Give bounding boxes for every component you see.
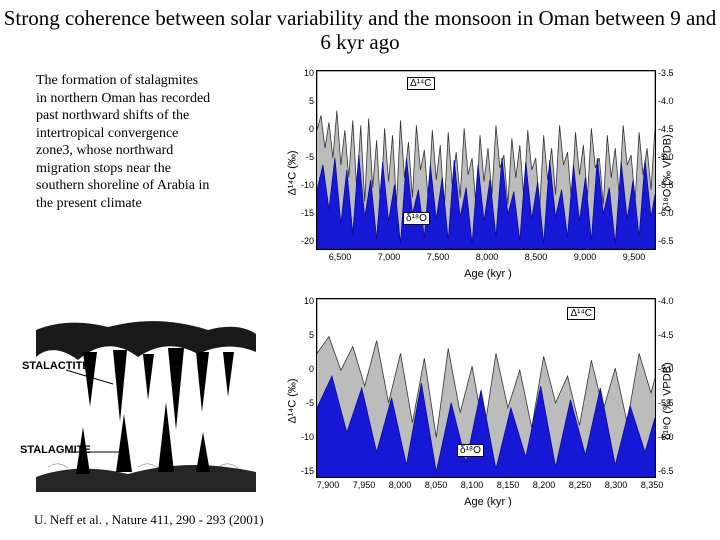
ytick-left: -5 [284, 398, 314, 408]
ytick-right: -4.0 [658, 96, 688, 106]
xtick: 8,000 [380, 480, 420, 490]
ytick-left: -20 [284, 236, 314, 246]
ytick-left: 5 [284, 330, 314, 340]
ytick-right: -4.0 [658, 296, 688, 306]
plot-area-a: Δ¹⁴C δ¹⁸O [316, 70, 656, 250]
stalactite-label: STALACTITE [22, 360, 90, 372]
ytick-left: 0 [284, 124, 314, 134]
ytick-left: 10 [284, 68, 314, 78]
ytick-right: -5.0 [658, 364, 688, 374]
ytick-right: -6.0 [658, 432, 688, 442]
ytick-right: -6.0 [658, 208, 688, 218]
axis-x-b: Age (kyr ) [268, 496, 708, 508]
ytick-left: -10 [284, 432, 314, 442]
ytick-right: -5.0 [658, 152, 688, 162]
ytick-right: -3.5 [658, 68, 688, 78]
xtick: 7,950 [344, 480, 384, 490]
series-label-d18o-b: δ¹⁸O [457, 444, 484, 457]
ytick-left: -5 [284, 152, 314, 162]
xtick: 8,350 [632, 480, 672, 490]
axis-y-right-a: δ¹⁸O (‰ VPDB) [661, 134, 673, 211]
body-paragraph: The formation of stalagmites in northern… [36, 72, 211, 212]
ytick-right: -5.5 [658, 398, 688, 408]
plot-area-b: Δ¹⁴C δ¹⁸O [316, 298, 656, 478]
ytick-right: -6.5 [658, 466, 688, 476]
xtick: 7,900 [308, 480, 348, 490]
ytick-right: -4.5 [658, 124, 688, 134]
xtick: 8,150 [488, 480, 528, 490]
ytick-right: -4.5 [658, 330, 688, 340]
xtick: 7,000 [369, 252, 409, 262]
axis-x-a: Age (kyr ) [268, 268, 708, 280]
series-label-d18o-a: δ¹⁸O [403, 212, 430, 225]
page-title: Strong coherence between solar variabili… [0, 6, 720, 54]
xtick: 8,200 [524, 480, 564, 490]
xtick: 7,500 [418, 252, 458, 262]
ytick-right: -5.5 [658, 180, 688, 190]
xtick: 9,500 [614, 252, 654, 262]
ytick-left: 5 [284, 96, 314, 106]
xtick: 9,000 [565, 252, 605, 262]
stalactite-stalagmite-diagram: STALACTITE STALAGMITE [28, 312, 260, 494]
stalagmite-label: STALAGMITE [20, 444, 91, 456]
xtick: 8,500 [516, 252, 556, 262]
xtick: 8,250 [560, 480, 600, 490]
ytick-left: 10 [284, 296, 314, 306]
series-label-d14c-b: Δ¹⁴C [567, 307, 595, 320]
chart-panel-a: a Δ¹⁴C (‰) δ¹⁸O (‰ VPDB) Age (kyr ) Δ¹⁴C… [268, 64, 708, 282]
series-label-d14c-a: Δ¹⁴C [407, 77, 435, 90]
ytick-right: -6.5 [658, 236, 688, 246]
chart-panel-b: b Δ¹⁴C (‰) δ¹⁸O (‰ VPDB) Age (kyr ) Δ¹⁴C… [268, 292, 708, 510]
ytick-left: -15 [284, 466, 314, 476]
ytick-left: -10 [284, 180, 314, 190]
xtick: 8,050 [416, 480, 456, 490]
charts-container: a Δ¹⁴C (‰) δ¹⁸O (‰ VPDB) Age (kyr ) Δ¹⁴C… [268, 64, 708, 512]
xtick: 8,100 [452, 480, 492, 490]
ytick-left: -15 [284, 208, 314, 218]
xtick: 6,500 [320, 252, 360, 262]
ytick-left: 0 [284, 364, 314, 374]
xtick: 8,300 [596, 480, 636, 490]
citation-text: U. Neff et al. , Nature 411, 290 - 293 (… [34, 512, 264, 528]
xtick: 8,000 [467, 252, 507, 262]
